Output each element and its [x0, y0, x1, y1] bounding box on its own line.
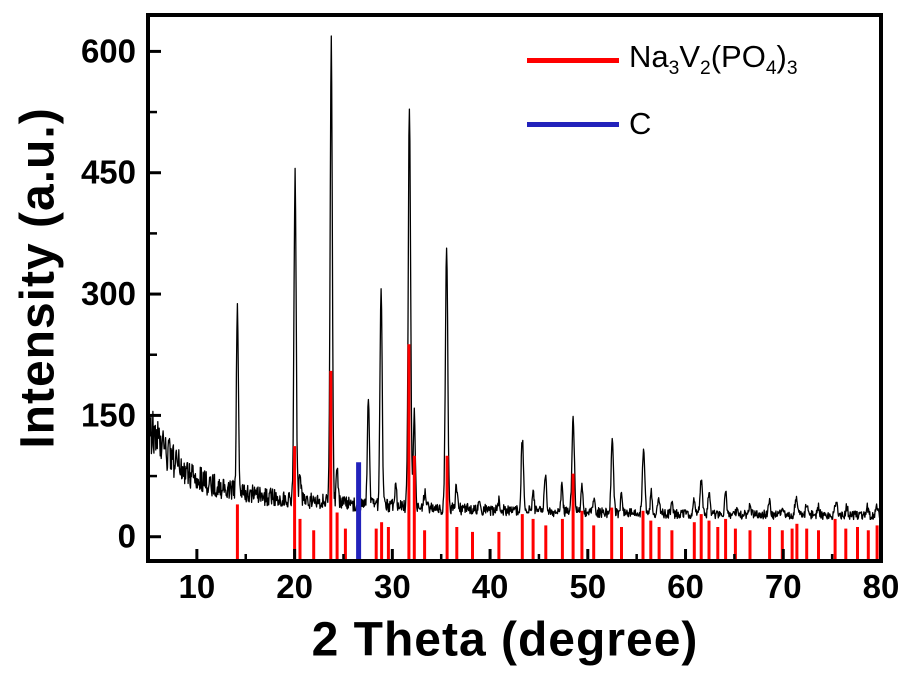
legend: Na3V2(PO4)3 C: [527, 38, 798, 146]
x-tick-label: 10: [179, 568, 216, 605]
y-tick-label: 450: [81, 154, 136, 191]
x-tick-label: 20: [276, 568, 313, 605]
y-tick-label: 150: [81, 396, 136, 433]
plot-frame: [146, 13, 883, 563]
x-axis-label: 2 Theta (degree): [311, 613, 699, 667]
legend-label: Na3V2(PO4)3: [629, 39, 798, 80]
legend-item: Na3V2(PO4)3: [527, 38, 798, 82]
experimental-trace: [147, 35, 882, 521]
y-tick-label: 300: [81, 275, 136, 312]
x-tick-label: 60: [667, 568, 704, 605]
x-tick-label: 50: [569, 568, 606, 605]
x-tick-label: 40: [472, 568, 509, 605]
y-tick-label: 600: [81, 32, 136, 69]
legend-line-swatch: [527, 57, 619, 63]
x-axis-ticks: 10 20 30 40 50 60 70 80: [179, 549, 900, 605]
y-axis-ticks: 0 150 300 450 600: [81, 32, 161, 555]
x-tick-label: 80: [863, 568, 900, 605]
y-axis-label: Intensity (a.u.): [11, 107, 65, 449]
y-tick-label: 0: [118, 518, 136, 555]
x-tick-label: 30: [374, 568, 411, 605]
legend-line-swatch: [527, 121, 619, 127]
x-tick-label: 70: [765, 568, 802, 605]
nvp-reference-sticks: [235, 344, 879, 559]
legend-item: C: [527, 102, 798, 146]
legend-label: C: [629, 106, 652, 141]
